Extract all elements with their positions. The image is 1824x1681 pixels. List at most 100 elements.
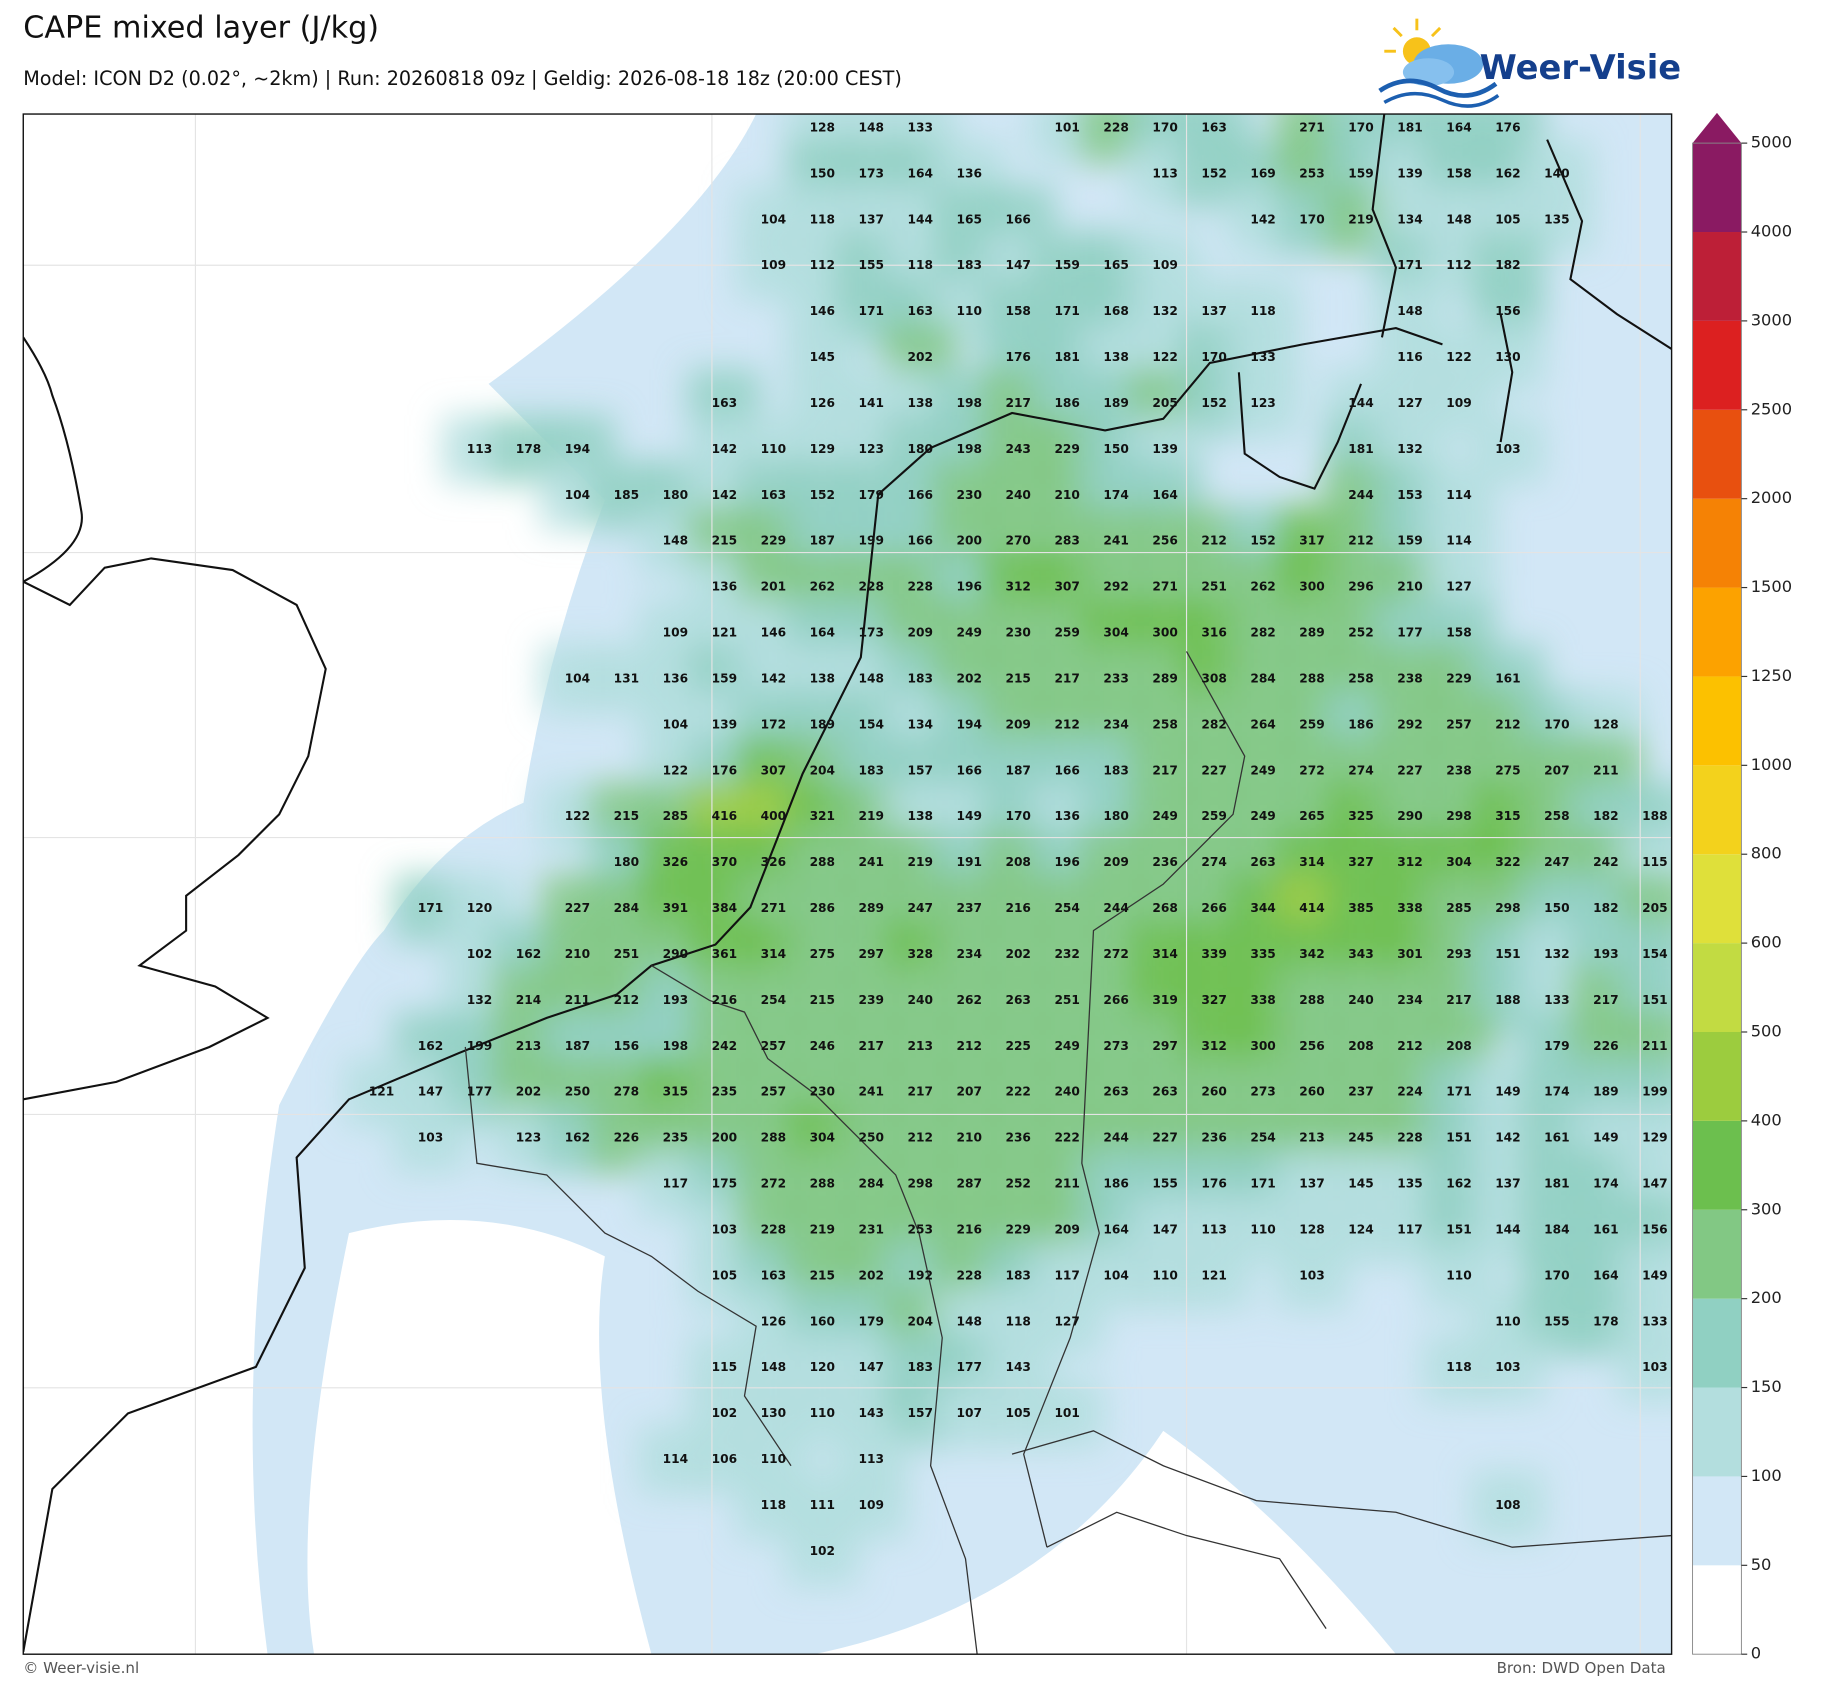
value-label: 164 [810,626,835,640]
value-label: 105 [712,1268,737,1282]
value-label: 285 [1446,901,1471,915]
value-label: 136 [663,671,688,685]
value-label: 179 [1544,1039,1569,1053]
value-label: 325 [1348,809,1373,823]
value-label: 110 [956,304,981,318]
value-label: 338 [1250,993,1275,1007]
value-label: 208 [1005,855,1030,869]
value-label: 172 [761,717,786,731]
value-label: 126 [761,1314,786,1328]
value-label: 149 [1495,1085,1520,1099]
value-label: 170 [1005,809,1030,823]
value-label: 312 [1397,855,1422,869]
value-label: 158 [1446,626,1471,640]
value-label: 162 [418,1039,443,1053]
value-label: 164 [1152,488,1177,502]
value-label: 120 [810,1360,835,1374]
value-label: 139 [1397,166,1422,180]
colorbar-segment [1692,1031,1742,1121]
value-label: 115 [712,1360,737,1374]
value-label: 155 [859,258,884,272]
value-label: 252 [1348,626,1373,640]
value-label: 114 [1446,534,1471,548]
value-label: 101 [1054,121,1079,135]
value-label: 307 [761,763,786,777]
value-label: 118 [1250,304,1275,318]
value-label: 249 [956,626,981,640]
value-label: 249 [1054,1039,1079,1053]
value-label: 274 [1201,855,1226,869]
value-label: 216 [956,1222,981,1236]
logo-text: Weer-Visie [1480,48,1681,87]
value-label: 170 [1544,1268,1569,1282]
value-label: 110 [1495,1314,1520,1328]
value-label: 148 [1397,304,1422,318]
value-label: 133 [1544,993,1569,1007]
colorbar-segment [1692,1476,1742,1566]
colorbar-tick-label: 150 [1751,1377,1782,1396]
value-label: 258 [1544,809,1569,823]
value-label: 103 [1495,442,1520,456]
value-label: 156 [614,1039,639,1053]
value-label: 370 [712,855,737,869]
value-label: 110 [1250,1222,1275,1236]
colorbar-tick-label: 5000 [1751,133,1792,152]
value-label: 138 [810,671,835,685]
value-label: 105 [1495,212,1520,226]
value-label: 104 [663,717,688,731]
value-label: 254 [1250,1131,1275,1145]
value-label: 148 [663,534,688,548]
value-label: 117 [663,1177,688,1191]
value-label: 284 [859,1177,884,1191]
value-label: 118 [1005,1314,1030,1328]
value-label: 262 [810,580,835,594]
value-label: 181 [1544,1177,1569,1191]
value-label: 262 [1250,580,1275,594]
value-label: 343 [1348,947,1373,961]
value-label: 314 [1152,947,1177,961]
value-label: 103 [712,1222,737,1236]
value-label: 322 [1495,855,1520,869]
value-label: 247 [1544,855,1569,869]
value-label: 210 [565,947,590,961]
value-label: 122 [1446,350,1471,364]
value-label: 175 [712,1177,737,1191]
value-label: 265 [1299,809,1324,823]
value-label: 178 [516,442,541,456]
colorbar-segment [1692,676,1742,766]
value-label: 245 [1348,1131,1373,1145]
value-label: 282 [1250,626,1275,640]
value-label: 183 [1103,763,1128,777]
value-label: 391 [663,901,688,915]
value-label: 217 [1005,396,1030,410]
value-label: 132 [467,993,492,1007]
logo: Weer-Visie [1378,18,1681,108]
value-label: 293 [1446,947,1471,961]
value-label: 231 [859,1222,884,1236]
value-label: 327 [1201,993,1226,1007]
value-label: 108 [1495,1498,1520,1512]
value-label: 118 [761,1498,786,1512]
value-label: 144 [1348,396,1373,410]
value-label: 110 [761,1452,786,1466]
value-label: 122 [1152,350,1177,364]
value-label: 286 [810,901,835,915]
value-label: 228 [859,580,884,594]
value-label: 215 [614,809,639,823]
value-label: 123 [1250,396,1275,410]
value-label: 139 [1152,442,1177,456]
value-label: 258 [1152,717,1177,731]
value-label: 180 [1103,809,1128,823]
value-label: 272 [761,1177,786,1191]
value-label: 252 [1005,1177,1030,1191]
value-label: 135 [1544,212,1569,226]
value-label: 182 [1495,258,1520,272]
value-label: 160 [810,1314,835,1328]
colorbar-tick-label: 100 [1751,1466,1782,1485]
value-label: 138 [908,809,933,823]
value-label: 304 [1103,626,1128,640]
value-label: 304 [1446,855,1471,869]
value-label: 199 [1642,1085,1667,1099]
